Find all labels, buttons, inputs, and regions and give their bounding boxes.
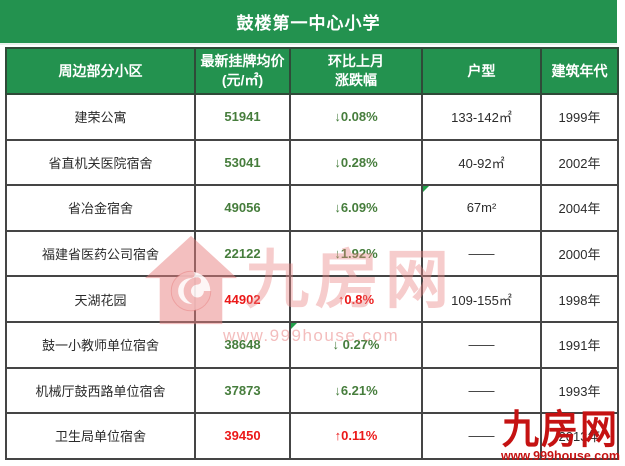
table-row: 鼓一小教师单位宿舍 38648 ↓ 0.27% —— 1991年 xyxy=(5,320,619,369)
cell-layout: —— xyxy=(421,412,542,460)
header-change-line1: 环比上月 xyxy=(328,53,384,70)
cell-year: 1998年 xyxy=(540,275,619,323)
cell-layout-text: 67m² xyxy=(466,200,497,216)
cell-community: 福建省医药公司宿舍 xyxy=(5,229,196,278)
table-row: 省直机关医院宿舍 53041 ↓0.28% 40-92㎡ 2002年 xyxy=(5,138,619,187)
header-year: 建筑年代 xyxy=(540,47,619,95)
cell-community: 天湖花园 xyxy=(5,275,196,323)
cell-price: 37873 xyxy=(194,366,291,415)
header-change: 环比上月 涨跌幅 xyxy=(289,47,423,95)
cell-change-text: ↓ 0.27% xyxy=(332,337,380,353)
cell-community: 省直机关医院宿舍 xyxy=(5,138,196,187)
cell-change: ↓1.92% xyxy=(289,229,423,278)
cell-year: 2004年 xyxy=(540,184,619,232)
cell-year: 2000年 xyxy=(540,229,619,278)
table-row: 建荣公寓 51941 ↓0.08% 133-142㎡ 1999年 xyxy=(5,93,619,141)
cell-change: ↓0.08% xyxy=(289,93,423,141)
table-row: 卫生局单位宿舍 39450 ↑0.11% —— 2013年 xyxy=(5,412,619,460)
cell-change: ↓ 0.27% xyxy=(289,320,423,369)
cell-layout: —— xyxy=(421,320,542,369)
cell-change: ↓6.09% xyxy=(289,184,423,232)
cell-year: 1991年 xyxy=(540,320,619,369)
table-row: 天湖花园 44902 ↑0.8% 109-155㎡ 1998年 xyxy=(5,275,619,323)
cell-price: 44902 xyxy=(194,275,291,323)
cell-community: 鼓一小教师单位宿舍 xyxy=(5,320,196,369)
table-row: 机械厅鼓西路单位宿舍 37873 ↓6.21% —— 1993年 xyxy=(5,366,619,415)
cell-price: 53041 xyxy=(194,138,291,187)
header-price: 最新挂牌均价 (元/㎡) xyxy=(194,47,291,95)
cell-price: 51941 xyxy=(194,93,291,141)
cell-layout: 40-92㎡ xyxy=(421,138,542,187)
table-row: 福建省医药公司宿舍 22122 ↓1.92% —— 2000年 xyxy=(5,229,619,278)
header-price-line1: 最新挂牌均价 xyxy=(200,53,285,70)
cell-change: ↓6.21% xyxy=(289,366,423,415)
header-price-line2: (元/㎡) xyxy=(221,72,264,88)
communities-table: 周边部分小区 最新挂牌均价 (元/㎡) 环比上月 涨跌幅 户型 建筑年代 建荣公… xyxy=(5,47,619,460)
cell-year: 1993年 xyxy=(540,366,619,415)
cell-year: 2013年 xyxy=(540,412,619,460)
header-row: 周边部分小区 最新挂牌均价 (元/㎡) 环比上月 涨跌幅 户型 建筑年代 xyxy=(5,47,619,95)
comment-marker-icon xyxy=(423,186,429,193)
cell-year: 1999年 xyxy=(540,93,619,141)
header-layout: 户型 xyxy=(421,47,542,95)
table-row: 省冶金宿舍 49056 ↓6.09% 67m² 2004年 xyxy=(5,184,619,232)
cell-community: 省冶金宿舍 xyxy=(5,184,196,232)
cell-price: 39450 xyxy=(194,412,291,460)
cell-change: ↑0.11% xyxy=(289,412,423,460)
cell-community: 机械厅鼓西路单位宿舍 xyxy=(5,366,196,415)
cell-change: ↑0.8% xyxy=(289,275,423,323)
cell-layout: —— xyxy=(421,366,542,415)
cell-price: 22122 xyxy=(194,229,291,278)
cell-layout: 133-142㎡ xyxy=(421,93,542,141)
cell-community: 卫生局单位宿舍 xyxy=(5,412,196,460)
cell-layout: 109-155㎡ xyxy=(421,275,542,323)
cell-year: 2002年 xyxy=(540,138,619,187)
cell-layout: 67m² xyxy=(421,184,542,232)
header-community: 周边部分小区 xyxy=(5,47,196,95)
page-title: 鼓楼第一中心小学 xyxy=(0,0,617,45)
cell-price: 38648 xyxy=(194,320,291,369)
header-change-line2: 涨跌幅 xyxy=(335,72,377,88)
cell-price: 49056 xyxy=(194,184,291,232)
cell-change: ↓0.28% xyxy=(289,138,423,187)
cell-layout: —— xyxy=(421,229,542,278)
comment-marker-icon xyxy=(291,322,297,329)
cell-community: 建荣公寓 xyxy=(5,93,196,141)
